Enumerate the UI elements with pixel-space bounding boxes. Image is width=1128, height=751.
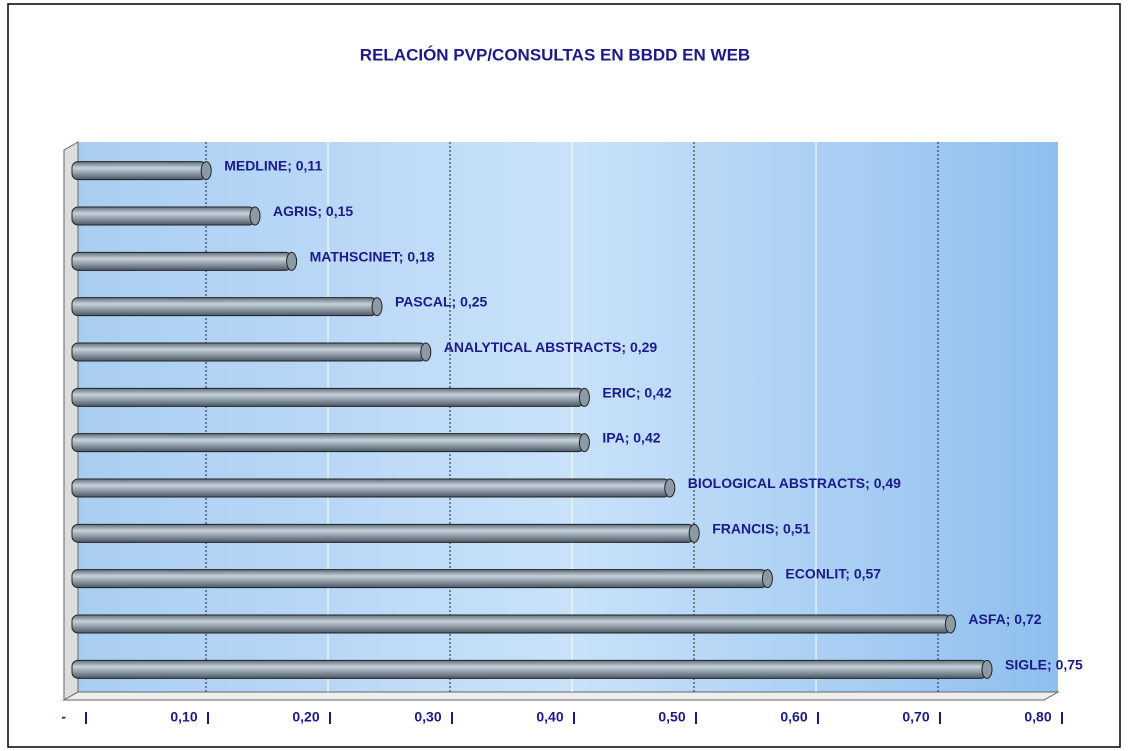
data-label-category: IPA — [602, 429, 624, 445]
bar — [71, 433, 585, 453]
data-label-separator: ; — [287, 157, 296, 173]
data-label-value: 0,72 — [1014, 611, 1041, 627]
data-label: BIOLOGICAL ABSTRACTS; 0,49 — [688, 475, 901, 491]
x-tick-label: 0,50 — [658, 709, 685, 725]
data-label-value: 0,51 — [783, 520, 810, 536]
data-label: ASFA; 0,72 — [968, 611, 1041, 627]
data-label-category: ANALYTICAL ABSTRACTS — [444, 339, 622, 355]
bar-cap — [249, 206, 261, 226]
data-label-separator: ; — [865, 475, 874, 491]
x-tick-label: 0,40 — [536, 709, 563, 725]
bar-cap — [981, 659, 993, 679]
bar — [71, 523, 695, 543]
x-tick-label: - — [61, 709, 66, 725]
data-label-value: 0,25 — [460, 293, 487, 309]
bar-cap — [420, 342, 432, 362]
data-label-separator: ; — [621, 339, 630, 355]
bar-cap — [761, 569, 773, 589]
bar — [71, 478, 671, 498]
bar-cap — [578, 433, 590, 453]
data-label: AGRIS; 0,15 — [273, 203, 353, 219]
bar-cap — [944, 614, 956, 634]
data-label-category: FRANCIS — [712, 520, 774, 536]
bar-cap — [664, 478, 676, 498]
data-label: ANALYTICAL ABSTRACTS; 0,29 — [444, 339, 658, 355]
bar-cap — [286, 251, 298, 271]
data-label-category: ERIC — [602, 384, 635, 400]
data-label-category: MATHSCINET — [310, 248, 401, 264]
x-tick-label: 0,30 — [414, 709, 441, 725]
data-label: MEDLINE; 0,11 — [224, 157, 322, 173]
x-tick-label: 0,10 — [170, 709, 197, 725]
data-label-value: 0,18 — [407, 248, 434, 264]
data-label-separator: ; — [636, 384, 645, 400]
bar — [71, 251, 293, 271]
x-tick-label: 0,80 — [1024, 709, 1051, 725]
bar-cap — [578, 387, 590, 407]
bar-cap — [200, 161, 212, 181]
bar — [71, 342, 427, 362]
data-label: SIGLE; 0,75 — [1005, 656, 1083, 672]
data-label-value: 0,15 — [326, 203, 353, 219]
data-label: FRANCIS; 0,51 — [712, 520, 810, 536]
x-tick-label: 0,70 — [902, 709, 929, 725]
data-label-separator: ; — [625, 429, 634, 445]
data-label-category: BIOLOGICAL ABSTRACTS — [688, 475, 865, 491]
data-label-category: MEDLINE — [224, 157, 287, 173]
bar-cap — [371, 297, 383, 317]
bar — [71, 569, 768, 589]
bar — [71, 614, 951, 634]
bar-cap — [688, 523, 700, 543]
data-label-category: PASCAL — [395, 293, 452, 309]
chart-title: RELACIÓN PVP/CONSULTAS EN BBDD EN WEB — [360, 45, 750, 64]
bar — [71, 297, 378, 317]
bar — [71, 206, 256, 226]
data-label: PASCAL; 0,25 — [395, 293, 488, 309]
data-label-value: 0,11 — [296, 157, 323, 173]
data-label: IPA; 0,42 — [602, 429, 660, 445]
bar — [71, 387, 585, 407]
data-label-value: 0,75 — [1056, 656, 1083, 672]
data-label-separator: ; — [774, 520, 783, 536]
data-label-value: 0,42 — [633, 429, 660, 445]
x-tick-label: 0,60 — [780, 709, 807, 725]
bar — [71, 659, 988, 679]
data-label-separator: ; — [399, 248, 408, 264]
data-label: ERIC; 0,42 — [602, 384, 671, 400]
data-label-separator: ; — [317, 203, 326, 219]
data-label: ECONLIT; 0,57 — [785, 565, 881, 581]
plot-floor — [62, 691, 1060, 701]
data-label-category: SIGLE — [1005, 656, 1047, 672]
data-label-value: 0,42 — [644, 384, 671, 400]
plot-background — [78, 142, 1058, 692]
data-label-value: 0,57 — [854, 565, 881, 581]
data-label-category: ECONLIT — [785, 565, 847, 581]
data-label-separator: ; — [452, 293, 461, 309]
x-tick-label: 0,20 — [292, 709, 319, 725]
data-label-value: 0,49 — [874, 475, 901, 491]
data-label-separator: ; — [1047, 656, 1056, 672]
data-label-category: AGRIS — [273, 203, 317, 219]
data-label-separator: ; — [1006, 611, 1015, 627]
data-label-value: 0,29 — [630, 339, 657, 355]
data-label: MATHSCINET; 0,18 — [310, 248, 435, 264]
data-label-category: ASFA — [968, 611, 1005, 627]
bar — [71, 161, 207, 181]
data-label-separator: ; — [845, 565, 854, 581]
